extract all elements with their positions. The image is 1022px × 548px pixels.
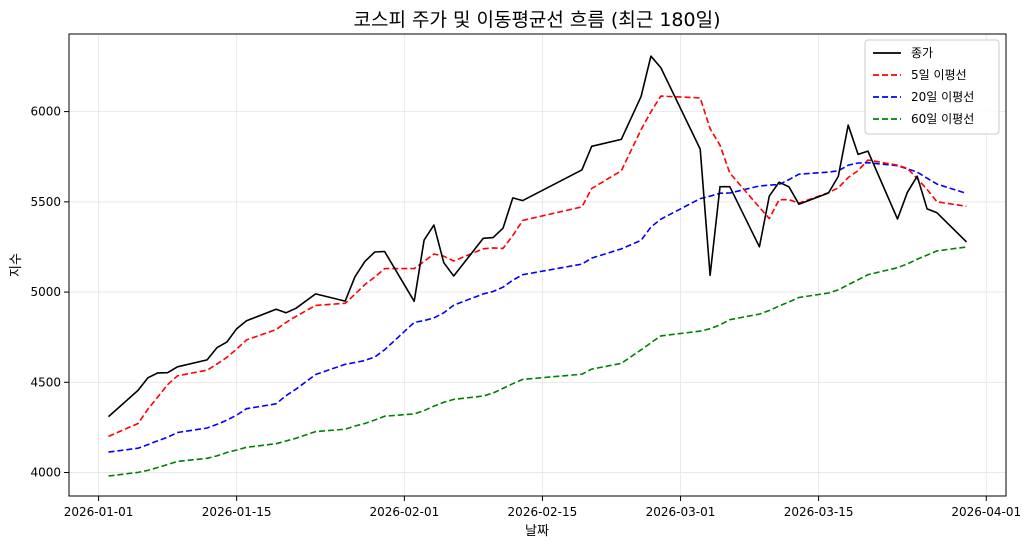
grid-lines <box>69 34 1006 496</box>
x-axis: 2026-01-01 2026-01-15 2026-02-01 2026-02-15… <box>64 496 1021 519</box>
x-tick-label: 2026-03-15 <box>784 505 854 519</box>
series-layer <box>107 55 968 477</box>
y-tick-label: 4500 <box>30 375 61 389</box>
x-tick-label: 2026-04-01 <box>951 505 1021 519</box>
x-axis-label: 날짜 <box>525 524 549 539</box>
x-tick-label: 2026-01-15 <box>202 505 272 519</box>
plot-area-frame <box>68 33 1007 497</box>
y-tick-label: 5000 <box>30 285 61 299</box>
y-axis-label: 지수 <box>9 253 24 277</box>
x-tick-label: 2026-02-01 <box>369 505 439 519</box>
y-tick-label: 4000 <box>30 466 61 480</box>
series-line <box>108 95 967 438</box>
legend-label: 5일 이평선 <box>911 68 967 82</box>
x-tick-label: 2026-02-15 <box>508 505 578 519</box>
series-line <box>108 161 967 453</box>
legend-label: 종가 <box>911 46 933 60</box>
y-axis: 4000 4500 5000 5500 6000 <box>30 105 69 480</box>
chart-title: 코스피 주가 및 이동평균선 흐름 (최근 180일) <box>353 9 720 31</box>
legend-label: 20일 이평선 <box>911 90 974 104</box>
legend-frame <box>864 39 1000 135</box>
y-tick-label: 5500 <box>30 195 61 209</box>
series-line <box>108 246 967 477</box>
legend-label: 60일 이평선 <box>911 112 974 126</box>
legend: 종가 5일 이평선 20일 이평선 60일 이평선 <box>864 39 1000 135</box>
x-tick-label: 2026-01-01 <box>64 505 134 519</box>
y-tick-label: 6000 <box>30 105 61 119</box>
x-tick-label: 2026-03-01 <box>646 505 716 519</box>
series-line <box>107 55 968 418</box>
